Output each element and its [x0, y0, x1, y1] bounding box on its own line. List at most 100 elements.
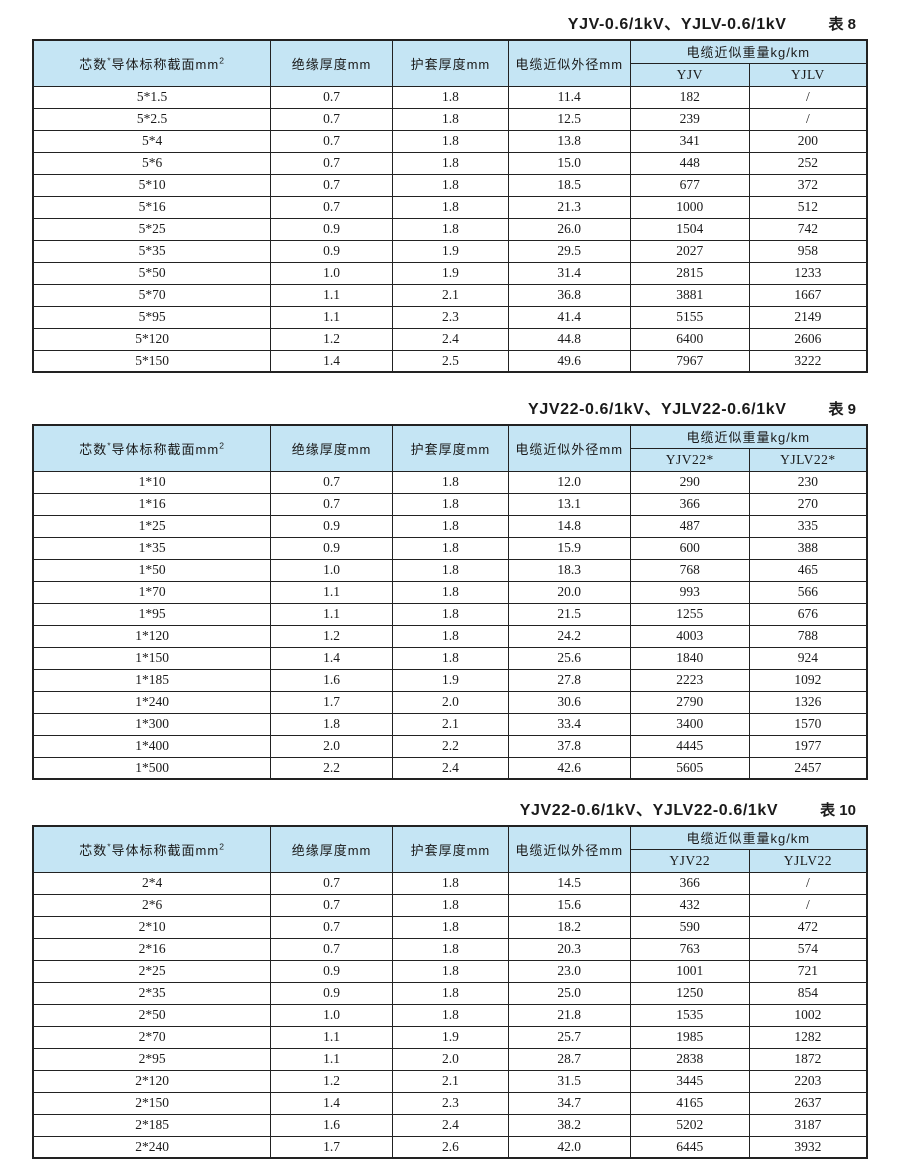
table-cell: 5605: [629, 756, 750, 780]
table-cell: 1.8: [391, 85, 509, 109]
table-cell: 1.8: [391, 580, 509, 604]
table-cell: 1.8: [391, 558, 509, 582]
table-cell: /: [748, 871, 868, 895]
table-cell: 21.3: [507, 195, 631, 219]
table-cell: 0.7: [270, 85, 393, 109]
table-cell: 1.2: [270, 1069, 393, 1093]
table-cell: 0.7: [270, 151, 393, 175]
table-cell: 1.1: [270, 1025, 393, 1049]
col-header-spec: 芯数*导体标称截面mm2: [32, 825, 272, 873]
table-cell: 5*10: [32, 173, 272, 197]
table-cell: 4003: [629, 624, 750, 648]
table-cell: 42.6: [507, 756, 631, 780]
header-superscript-2: 2: [219, 55, 225, 66]
header-row: 芯数*导体标称截面mm2 绝缘厚度mm 护套厚度mm 电缆近似外径mm 电缆近似…: [32, 424, 868, 472]
col-header-yjlv: YJLV: [748, 62, 868, 87]
header-superscript-asterisk: *: [107, 841, 112, 852]
table-cell: 0.7: [270, 937, 393, 961]
table-cell: 1.6: [270, 1113, 393, 1137]
table-cell: 0.7: [270, 470, 393, 494]
col-header-weight: 电缆近似重量kg/km: [629, 825, 868, 850]
table-cell: 1.9: [391, 239, 509, 263]
table-cell: 1002: [748, 1003, 868, 1027]
table-row: 1*25 0.9 1.8 14.8 487 335: [32, 514, 868, 538]
table-cell: 1504: [629, 217, 750, 241]
table-cell: 2.6: [391, 1135, 509, 1159]
cable-spec-table-10: 芯数*导体标称截面mm2 绝缘厚度mm 护套厚度mm 电缆近似外径mm 电缆近似…: [32, 825, 868, 1159]
table-10-number-label: 表 10: [820, 802, 856, 819]
table-cell: 2*120: [32, 1069, 272, 1093]
table-section-10: YJV22-0.6/1kV、YJLV22-0.6/1kV 表 10 芯数*导体标…: [0, 796, 900, 1159]
table-cell: 3222: [748, 349, 868, 373]
table-cell: 14.8: [507, 514, 631, 538]
table-10-body: 2*4 0.7 1.8 14.5 366/2*6 0.7 1.8 15.6 432/2*10 0.…: [32, 871, 868, 1159]
table-cell: 31.5: [507, 1069, 631, 1093]
table-cell: 12.5: [507, 107, 631, 131]
table-cell: 11.4: [507, 85, 631, 109]
col-header-spec: 芯数*导体标称截面mm2: [32, 424, 272, 472]
table-cell: 0.9: [270, 217, 393, 241]
table-cell: 2*25: [32, 959, 272, 983]
table-cell: 0.7: [270, 893, 393, 917]
table-cell: 1.1: [270, 283, 393, 307]
table-row: 2*120 1.2 2.1 31.5 3445 2203: [32, 1069, 868, 1093]
table-cell: 854: [748, 981, 868, 1005]
table-cell: 5*70: [32, 283, 272, 307]
col-header-diameter: 电缆近似外径mm: [507, 424, 631, 472]
table-row: 2*95 1.1 2.0 28.7 2838 1872: [32, 1047, 868, 1071]
table-cell: 1.8: [391, 173, 509, 197]
table-cell: 5*35: [32, 239, 272, 263]
header-row: 芯数*导体标称截面mm2 绝缘厚度mm 护套厚度mm 电缆近似外径mm 电缆近似…: [32, 39, 868, 87]
table-cell: 29.5: [507, 239, 631, 263]
header-row: 芯数*导体标称截面mm2 绝缘厚度mm 护套厚度mm 电缆近似外径mm 电缆近似…: [32, 825, 868, 873]
table-cell: 0.9: [270, 981, 393, 1005]
table-cell: 341: [629, 129, 750, 153]
table-cell: 18.3: [507, 558, 631, 582]
table-cell: 1*400: [32, 734, 272, 758]
table-cell: 34.7: [507, 1091, 631, 1115]
table-cell: 3400: [629, 712, 750, 736]
table-cell: 1535: [629, 1003, 750, 1027]
table-cell: 200: [748, 129, 868, 153]
table-cell: 1985: [629, 1025, 750, 1049]
table-cell: 49.6: [507, 349, 631, 373]
col-header-sheath: 护套厚度mm: [391, 39, 509, 87]
table-cell: 2.0: [270, 734, 393, 758]
table-cell: 2.1: [391, 712, 509, 736]
table-cell: 20.3: [507, 937, 631, 961]
table-cell: 2838: [629, 1047, 750, 1071]
table-row: 2*6 0.7 1.8 15.6 432/: [32, 893, 868, 917]
col-header-insulation: 绝缘厚度mm: [270, 424, 393, 472]
table-cell: 5*50: [32, 261, 272, 285]
table-cell: 512: [748, 195, 868, 219]
table-cell: 448: [629, 151, 750, 175]
table-cell: 36.8: [507, 283, 631, 307]
table-cell: 30.6: [507, 690, 631, 714]
table-row: 1*10 0.7 1.8 12.0 290 230: [32, 470, 868, 494]
table-cell: 21.8: [507, 1003, 631, 1027]
table-cell: 42.0: [507, 1135, 631, 1159]
table-cell: 290: [629, 470, 750, 494]
table-cell: 1872: [748, 1047, 868, 1071]
table-cell: 2.4: [391, 756, 509, 780]
table-cell: 0.7: [270, 915, 393, 939]
table-cell: 993: [629, 580, 750, 604]
table-row: 1*16 0.7 1.8 13.1 366 270: [32, 492, 868, 516]
table-cell: 335: [748, 514, 868, 538]
table-cell: 2.3: [391, 305, 509, 329]
table-cell: 2637: [748, 1091, 868, 1115]
table-cell: 3932: [748, 1135, 868, 1159]
col-header-weight: 电缆近似重量kg/km: [629, 424, 868, 449]
table-cell: 5*95: [32, 305, 272, 329]
table-10-title: YJV22-0.6/1kV、YJLV22-0.6/1kV: [519, 802, 779, 819]
col-header-diameter: 电缆近似外径mm: [507, 39, 631, 87]
table-cell: 1*25: [32, 514, 272, 538]
table-cell: 0.7: [270, 195, 393, 219]
table-cell: 2027: [629, 239, 750, 263]
table-row: 5*50 1.0 1.9 31.4 2815 1233: [32, 261, 868, 285]
header-superscript-2: 2: [219, 841, 225, 852]
table-cell: 0.7: [270, 871, 393, 895]
table-cell: 18.5: [507, 173, 631, 197]
table-cell: 1.9: [391, 261, 509, 285]
table-cell: 1*16: [32, 492, 272, 516]
